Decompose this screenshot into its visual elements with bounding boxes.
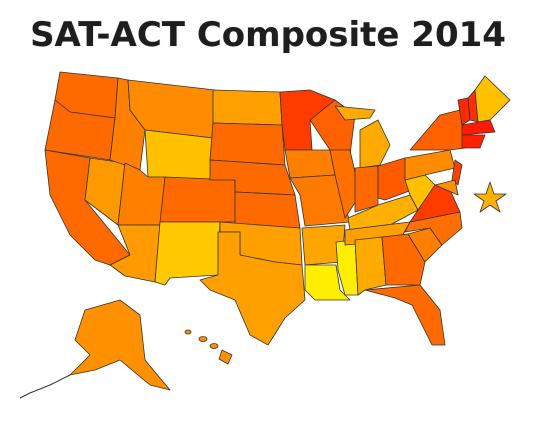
state	[461, 119, 496, 136]
state	[144, 129, 214, 181]
alaska-islands	[19, 374, 71, 399]
state	[212, 89, 283, 126]
state	[474, 75, 511, 123]
state	[354, 236, 387, 296]
state	[199, 231, 306, 346]
state	[198, 336, 208, 342]
state	[234, 191, 301, 229]
state	[434, 179, 459, 196]
state	[279, 89, 336, 151]
state	[209, 343, 219, 349]
state	[218, 349, 233, 365]
map-title: SAT-ACT Composite 2014	[30, 15, 506, 55]
state	[209, 122, 286, 166]
state	[377, 157, 413, 201]
state	[154, 221, 221, 286]
state	[409, 109, 466, 151]
state	[381, 233, 426, 286]
state	[289, 174, 351, 227]
state	[69, 299, 171, 391]
state	[359, 119, 391, 169]
state	[304, 264, 351, 301]
state	[461, 134, 486, 149]
state	[184, 329, 192, 335]
us-map	[19, 71, 511, 399]
state	[364, 284, 446, 346]
state	[334, 105, 376, 121]
state	[159, 176, 236, 223]
state	[329, 149, 361, 219]
state	[404, 149, 456, 181]
star	[473, 181, 507, 213]
state	[451, 159, 463, 186]
state	[284, 149, 336, 179]
state	[354, 165, 379, 213]
